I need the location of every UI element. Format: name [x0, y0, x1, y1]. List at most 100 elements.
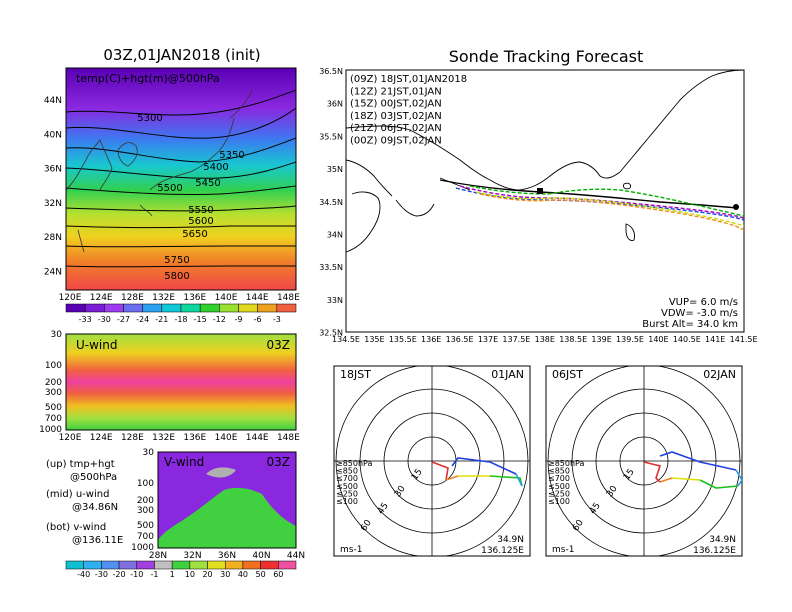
map500-inner-label: temp(C)+hgt(m)@500hPa	[76, 72, 220, 85]
map500-colorbar: -33 -30 -27 -24 -21 -18 -15 -12 -9 -6 -3	[65, 303, 297, 324]
map500-lon-tick: 140E	[215, 293, 238, 303]
map500-colorbar-label: -27	[117, 315, 130, 324]
vwind-colorbar-label: -20	[113, 570, 126, 579]
map500-frame	[65, 67, 297, 291]
vwind-x-tick-group: 28N 32N 36N 40N 44N	[149, 551, 305, 561]
map500-colorbar-label: -18	[174, 315, 187, 324]
map500-lon-tick-group: 120E 124E 128E 132E 136E 140E 144E 148E	[59, 293, 301, 303]
hodo-right-unit: ms-1	[552, 545, 574, 555]
vwind-y-tick: 30	[143, 448, 155, 458]
hodo-level-label: ≥850hPa	[548, 459, 585, 468]
map500-colorbar-swatch	[219, 303, 239, 313]
map500-colorbar-label: -9	[235, 315, 243, 324]
vwind-colorbar-label: 30	[220, 570, 230, 579]
vwind-label: V-wind	[164, 455, 204, 469]
uwind-frame	[65, 333, 297, 431]
map500-field	[66, 68, 296, 290]
tracking-x-tick: 135.5E	[389, 335, 417, 344]
map500-colorbar-label: -21	[155, 315, 168, 324]
hodo-level-label: ≤100	[336, 497, 358, 506]
map500-contour-label: 5450	[195, 178, 220, 189]
uwind-x-tick: 132E	[152, 433, 175, 443]
tracking-x-tick: 137.5E	[502, 335, 530, 344]
tracking-legend-item: (00Z) 09JST,02JAN	[350, 136, 442, 147]
vwind-colorbar-label: 40	[238, 570, 248, 579]
vwind-x-tick: 36N	[218, 551, 236, 561]
hodo-left-lat: 34.9N	[497, 535, 524, 545]
vwind-y-tick: 300	[137, 506, 154, 516]
uwind-y-tick: 300	[45, 388, 62, 398]
hodo-left-trace	[431, 457, 523, 487]
hodo-left-unit: ms-1	[340, 545, 362, 555]
vwind-colorbar-swatch	[207, 560, 226, 570]
map500-title: 03Z,01JAN2018 (init)	[103, 46, 260, 64]
tracking-param: Burst Alt= 34.0 km	[642, 319, 738, 330]
legend-note: (mid) u-wind	[46, 489, 109, 500]
uwind-y-tick: 200	[45, 378, 62, 388]
tracking-x-tick-group: 134.5E 135E 135.5E 136E 136.5E 137E 137.5E 138E…	[332, 335, 758, 344]
uwind-x-tick: 128E	[121, 433, 144, 443]
map500-colorbar-swatch	[199, 303, 220, 313]
uwind-y-tick: 500	[45, 403, 62, 413]
vwind-colorbar-swatch	[136, 560, 155, 570]
vwind-y-tick: 1000	[131, 543, 154, 553]
map500-colorbar-label: -24	[136, 315, 149, 324]
map500-lon-tick: 128E	[121, 293, 144, 303]
vwind-x-tick: 32N	[183, 551, 201, 561]
map500-contour-label: 5550	[188, 205, 213, 216]
hodo-level-label: ≤850	[548, 467, 570, 476]
vwind-negative-region	[158, 452, 296, 540]
tracking-y-tick: 36.5N	[319, 67, 343, 76]
vwind-colorbar-label: 60	[273, 570, 283, 579]
tracking-legend-item: (09Z) 18JST,01JAN2018	[350, 74, 467, 85]
vwind-x-tick: 28N	[149, 551, 167, 561]
vwind-colorbar-swatch	[83, 560, 102, 570]
map500-contour-label: 5650	[182, 229, 207, 240]
hodo-right-lat: 34.9N	[709, 535, 736, 545]
tracking-y-tick: 35N	[327, 165, 343, 174]
hodo-left-date: 01JAN	[491, 368, 524, 381]
tracking-y-tick: 36N	[327, 100, 343, 109]
tracking-track-line	[459, 185, 745, 219]
map500-lat-tick: 36N	[44, 165, 62, 175]
map500-contour-label: 5750	[164, 255, 189, 266]
vwind-colorbar-swatch	[224, 560, 244, 570]
vwind-frame	[157, 451, 297, 549]
legend-note: (up) tmp+hgt	[46, 459, 115, 470]
map500-colorbar-label: -12	[213, 315, 226, 324]
uwind-label: U-wind	[76, 338, 117, 352]
vwind-colorbar-label: 50	[256, 570, 266, 579]
map500-contour-label: 5800	[164, 271, 189, 282]
vwind-time: 03Z	[267, 455, 291, 469]
map500-coastline	[66, 89, 253, 253]
vwind-colorbar-label: 20	[202, 570, 212, 579]
vwind-colorbar-label: -1	[150, 570, 158, 579]
tracking-y-tick: 33.5N	[319, 263, 343, 272]
map500-lon-tick: 144E	[246, 293, 269, 303]
map500-colorbar-swatch	[65, 303, 86, 313]
vwind-colorbar-label: 1	[170, 570, 175, 579]
tracking-y-tick: 32.5N	[319, 329, 343, 338]
tracking-legend: (09Z) 18JST,01JAN2018(12Z) 21JST,01JAN (1…	[350, 74, 467, 147]
hodo-level-label: ≤850	[336, 467, 358, 476]
tracking-panel: 134.5E 135E 135.5E 136E 136.5E 137E 137.5E 138E…	[319, 67, 757, 344]
uwind-y-tick: 1000	[39, 425, 62, 435]
hodo-left-level-legend: ≥850hPa≤850≤700≤500≤250≤100	[336, 459, 373, 506]
map500-contour-label: 5400	[203, 162, 228, 173]
map500-lon-tick: 120E	[59, 293, 82, 303]
tracking-param: VDW= -3.0 m/s	[661, 308, 738, 319]
tracking-y-tick: 35.5N	[319, 132, 343, 141]
tracking-tracks	[439, 179, 745, 231]
tracking-y-tick-group: 36.5N 36N 35.5N 35N 34.5N 34N 33.5N 33N 32.5N	[319, 67, 343, 338]
map500-colorbar-swatch	[180, 303, 201, 313]
vwind-colorbar-label: -10	[130, 570, 143, 579]
uwind-field	[66, 334, 296, 430]
hodo-right-level-legend: ≥850hPa≤850≤700≤500≤250≤100	[548, 459, 585, 506]
vwind-x-tick: 44N	[287, 551, 305, 561]
hodo-level-label: ≤100	[548, 497, 570, 506]
